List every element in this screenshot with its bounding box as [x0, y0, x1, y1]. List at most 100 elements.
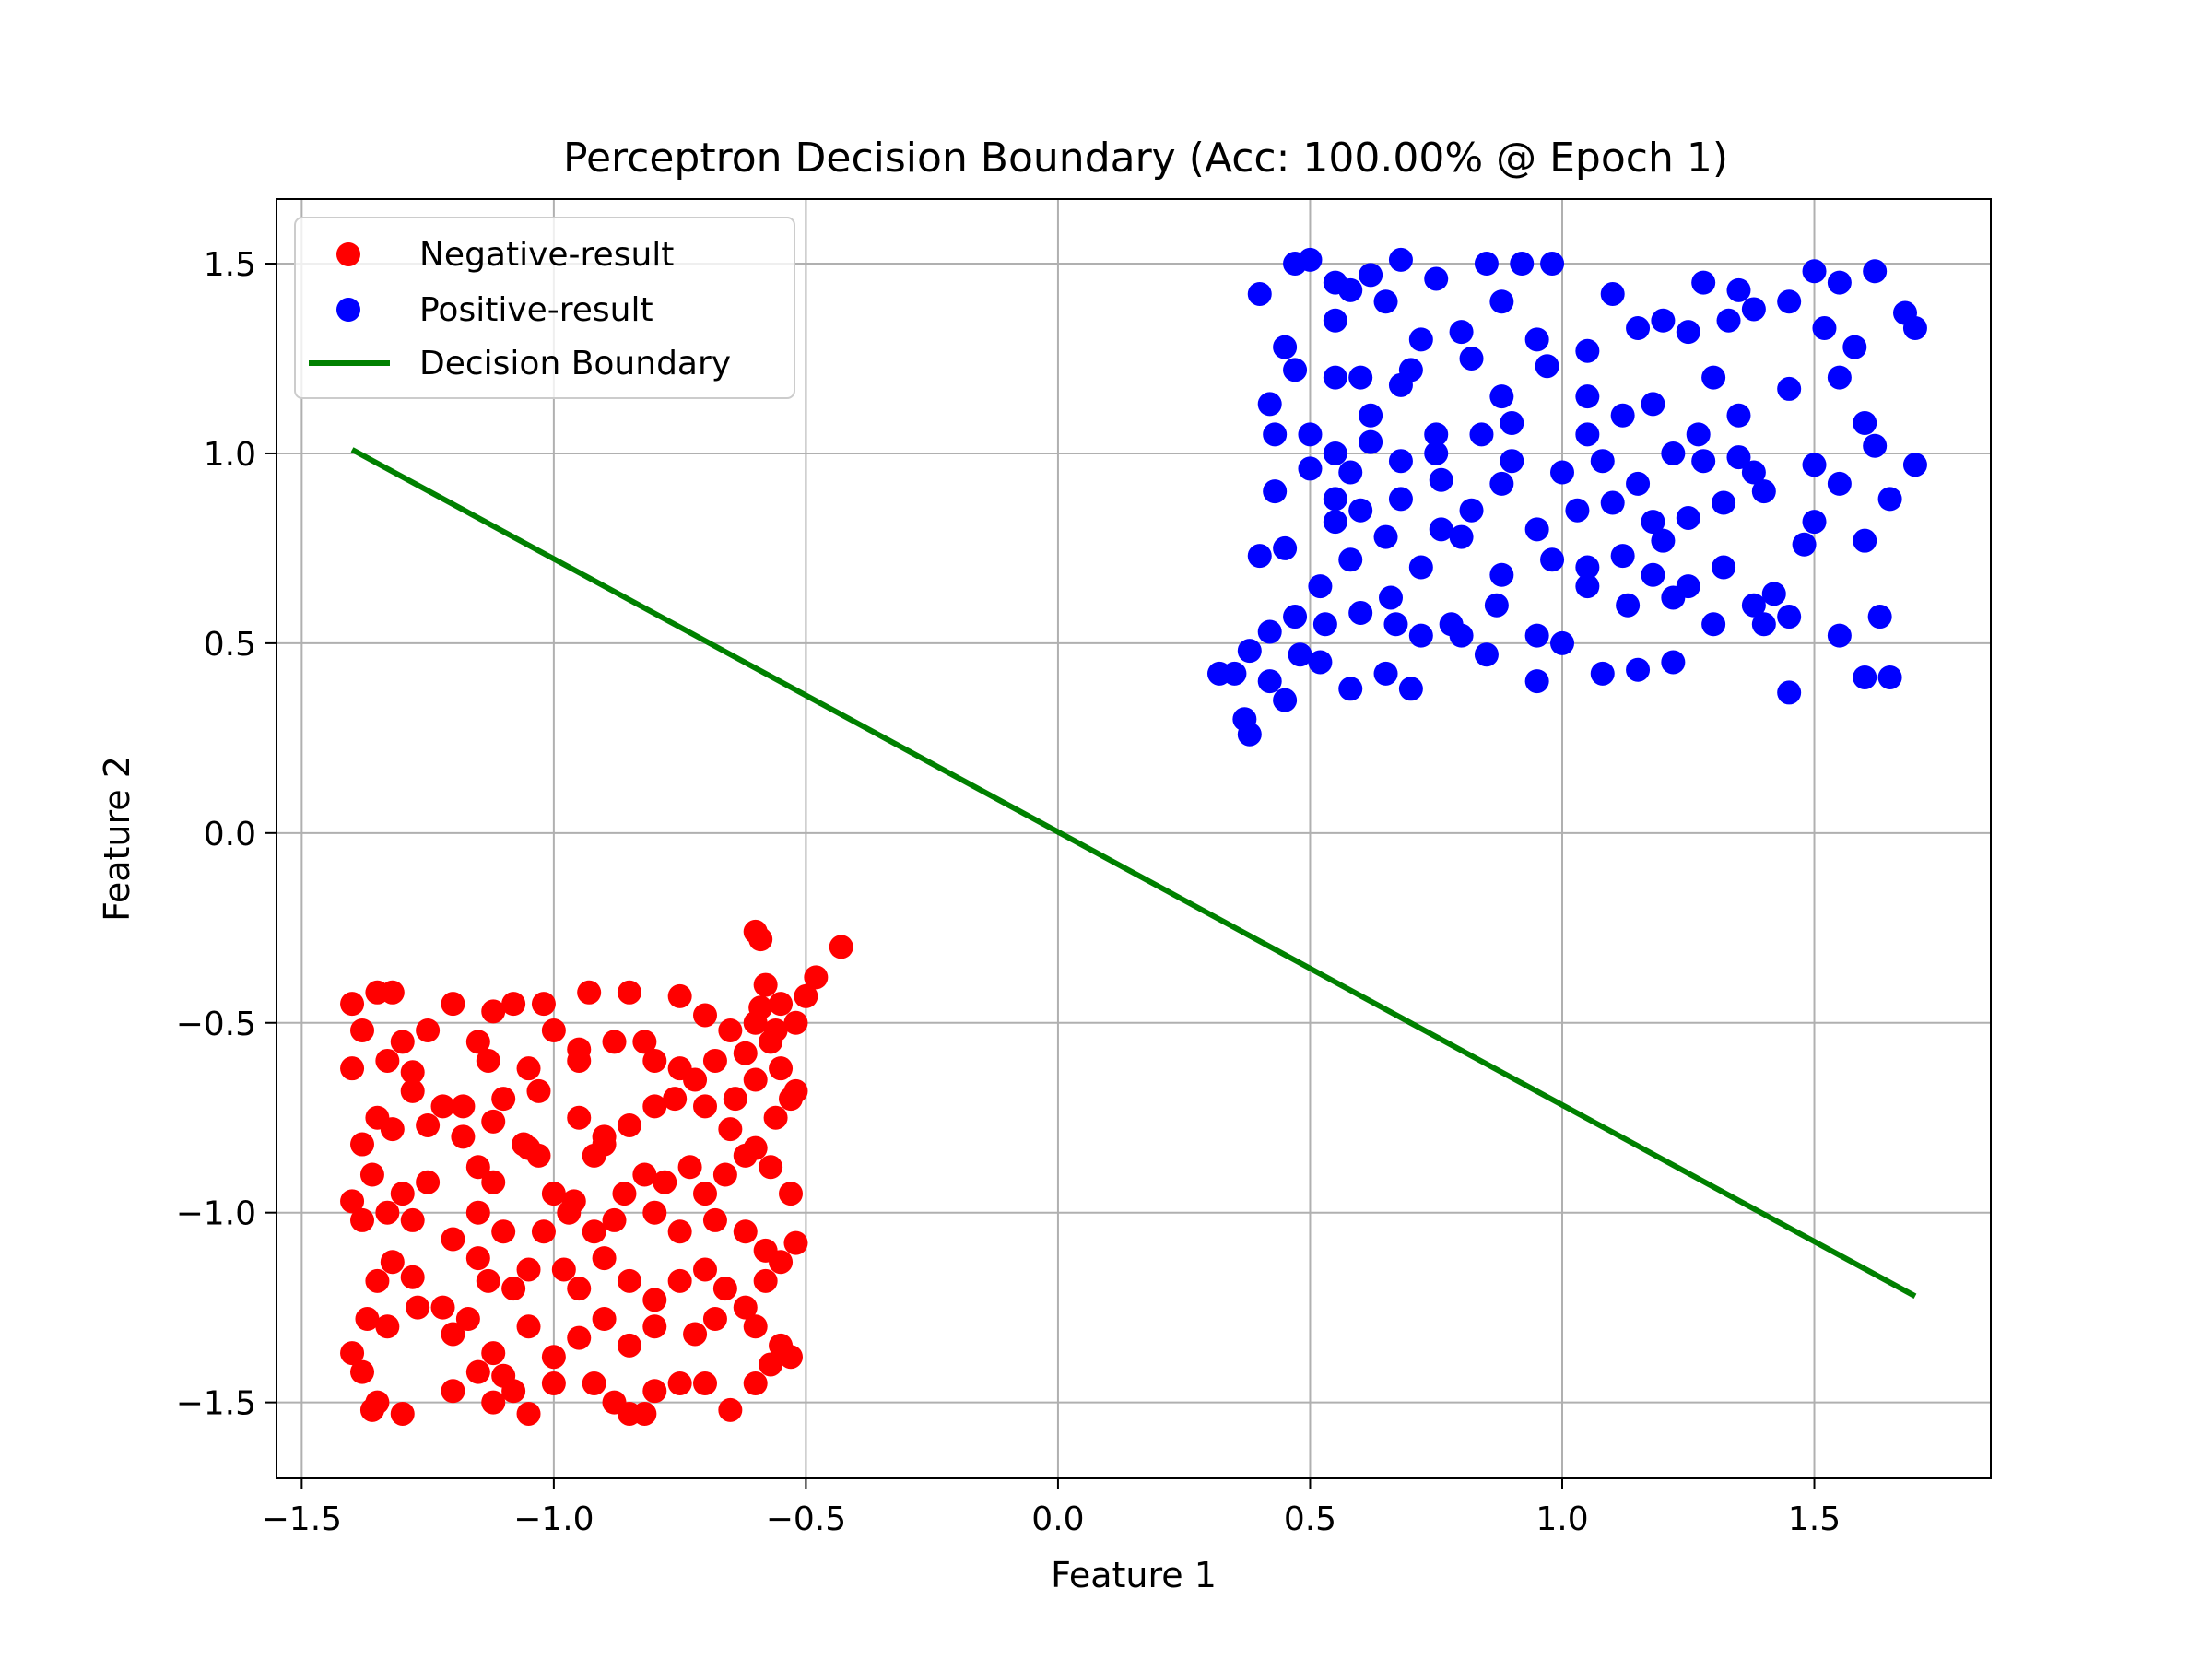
- data-point-negative: [400, 1078, 425, 1103]
- data-point-negative: [516, 1257, 541, 1282]
- data-point-positive: [1338, 677, 1363, 701]
- data-point-negative: [743, 1314, 768, 1339]
- data-point-positive: [1323, 487, 1347, 512]
- data-point-positive: [1777, 289, 1802, 314]
- x-tick-label: 0.5: [1284, 1500, 1336, 1538]
- data-point-negative: [612, 1182, 637, 1206]
- data-point-positive: [1247, 544, 1272, 569]
- x-tick-label: −1.5: [262, 1500, 342, 1538]
- data-point-negative: [365, 1268, 390, 1293]
- data-point-positive: [1308, 574, 1333, 599]
- data-point-negative: [718, 1117, 743, 1142]
- data-point-positive: [1676, 320, 1700, 345]
- data-point-negative: [557, 1200, 582, 1225]
- data-point-negative: [481, 1170, 506, 1194]
- data-point-positive: [1726, 277, 1751, 302]
- data-point-positive: [1449, 623, 1474, 648]
- data-point-negative: [451, 1124, 476, 1149]
- data-point-negative: [783, 1230, 808, 1255]
- data-point-negative: [340, 1189, 365, 1214]
- data-point-positive: [1237, 639, 1262, 664]
- data-point-positive: [1263, 422, 1288, 447]
- data-point-positive: [1842, 335, 1867, 359]
- series-layer: [340, 247, 1927, 1426]
- data-point-negative: [667, 1219, 692, 1244]
- plot-frame: [276, 198, 1992, 1479]
- data-point-positive: [1398, 677, 1423, 701]
- data-point-positive: [1359, 403, 1383, 428]
- data-point-negative: [592, 1246, 617, 1271]
- data-point-positive: [1827, 623, 1852, 648]
- data-point-positive: [1827, 270, 1852, 295]
- data-point-negative: [769, 1250, 794, 1275]
- data-point-positive: [1777, 376, 1802, 401]
- data-point-positive: [1741, 593, 1766, 618]
- data-point-negative: [465, 1155, 490, 1180]
- data-point-positive: [1524, 327, 1549, 352]
- data-point-positive: [1902, 316, 1927, 341]
- data-point-positive: [1308, 650, 1333, 675]
- data-point-positive: [1540, 547, 1565, 572]
- data-point-positive: [1273, 535, 1298, 560]
- data-point-positive: [1429, 517, 1453, 542]
- data-point-positive: [1575, 555, 1600, 580]
- data-point-positive: [1812, 316, 1837, 341]
- data-point-negative: [753, 972, 778, 997]
- data-point-negative: [375, 1314, 400, 1339]
- data-point-positive: [1398, 358, 1423, 382]
- data-point-positive: [1489, 289, 1514, 314]
- data-point-positive: [1373, 524, 1398, 549]
- data-point-positive: [1524, 517, 1549, 542]
- data-point-negative: [582, 1219, 606, 1244]
- data-point-positive: [1701, 612, 1726, 637]
- data-point-negative: [617, 1112, 641, 1137]
- data-point-negative: [441, 992, 465, 1017]
- x-tick-label: −0.5: [766, 1500, 846, 1538]
- data-point-negative: [769, 992, 794, 1017]
- data-point-positive: [1469, 422, 1494, 447]
- data-point-negative: [416, 1018, 441, 1042]
- data-point-positive: [1712, 490, 1736, 515]
- y-tick-label: 0.5: [204, 626, 256, 664]
- data-point-negative: [602, 1207, 627, 1232]
- data-point-positive: [1263, 479, 1288, 504]
- data-point-positive: [1424, 422, 1449, 447]
- y-tick-label: 1.0: [204, 436, 256, 474]
- data-point-positive: [1726, 403, 1751, 428]
- data-point-positive: [1359, 429, 1383, 454]
- data-point-positive: [1853, 411, 1877, 436]
- data-point-negative: [733, 1295, 758, 1320]
- data-point-positive: [1626, 316, 1651, 341]
- data-point-positive: [1449, 524, 1474, 549]
- data-point-positive: [1424, 441, 1449, 465]
- data-point-negative: [693, 1003, 717, 1028]
- data-point-negative: [702, 1207, 727, 1232]
- data-point-positive: [1626, 471, 1651, 496]
- data-point-positive: [1373, 661, 1398, 686]
- data-point-negative: [567, 1277, 592, 1301]
- data-point-negative: [451, 1094, 476, 1119]
- data-point-negative: [667, 1371, 692, 1396]
- data-point-positive: [1792, 532, 1817, 557]
- data-point-negative: [541, 1371, 566, 1396]
- data-point-positive: [1716, 308, 1741, 333]
- data-point-negative: [677, 1155, 702, 1180]
- data-point-positive: [1524, 669, 1549, 694]
- data-point-positive: [1575, 574, 1600, 599]
- legend: Negative-result Positive-result Decision…: [294, 217, 795, 399]
- data-point-negative: [465, 1030, 490, 1054]
- data-point-negative: [753, 1268, 778, 1293]
- data-point-positive: [1338, 547, 1363, 572]
- data-point-positive: [1273, 688, 1298, 712]
- data-point-negative: [653, 1170, 677, 1194]
- data-point-negative: [416, 1112, 441, 1137]
- data-point-negative: [693, 1182, 717, 1206]
- data-point-negative: [779, 1345, 803, 1370]
- data-point-positive: [1408, 327, 1433, 352]
- legend-label-positive: Positive-result: [419, 291, 653, 329]
- data-point-negative: [763, 1105, 788, 1130]
- data-point-positive: [1575, 422, 1600, 447]
- data-point-positive: [1863, 259, 1888, 284]
- data-point-negative: [794, 983, 818, 1008]
- data-point-negative: [667, 1268, 692, 1293]
